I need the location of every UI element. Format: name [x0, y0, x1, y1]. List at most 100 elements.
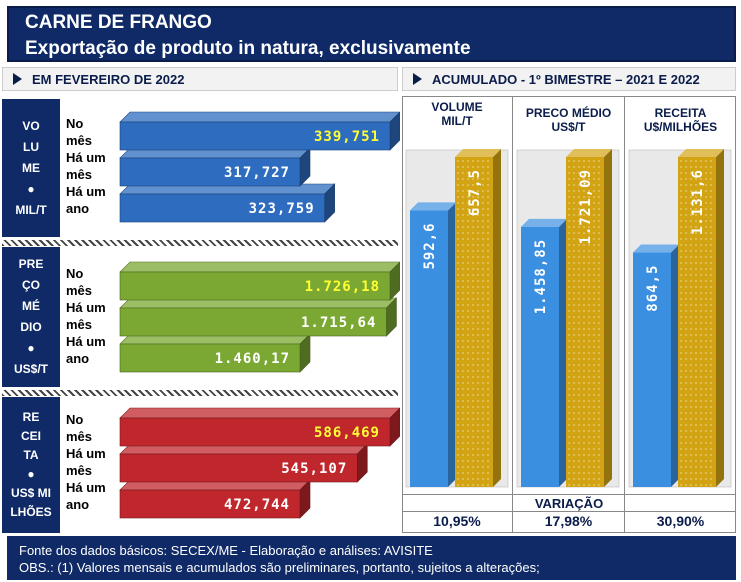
column-header-line: RECEITA	[654, 106, 707, 120]
metric-label-line: RE	[22, 410, 40, 424]
row-label: ano	[66, 201, 90, 216]
bar-side-face	[448, 202, 456, 487]
data-label: 323,759	[249, 201, 315, 217]
bar-top-face	[119, 407, 400, 419]
footer-obs: OBS.: (1) Valores mensais e acumulados s…	[19, 560, 540, 575]
data-label: 317,727	[224, 165, 290, 181]
bar	[410, 210, 448, 487]
metric-label-line: MÉ	[22, 299, 40, 313]
column-header-preco: PRECO MÉDIO US$/T	[513, 106, 624, 134]
bar-side-face	[493, 149, 501, 487]
bar	[119, 307, 387, 337]
divider	[2, 240, 398, 246]
variation-receita: 30,90%	[656, 513, 705, 529]
bar	[678, 157, 716, 487]
bullet-icon: ●	[27, 181, 35, 196]
column-header-volume: VOLUME MIL/T	[402, 100, 512, 128]
row-label: Há um	[66, 480, 106, 495]
row-label: Há um	[66, 184, 106, 199]
metric-label-line: US$/T	[13, 362, 48, 376]
data-label: 545,107	[281, 461, 347, 477]
metric-label-volume: VO LU ME ● MIL/T	[2, 99, 60, 237]
row-label: Há um	[66, 150, 106, 165]
metric-label-line: VO	[22, 118, 40, 133]
column-divider	[512, 96, 513, 533]
row-label: Há um	[66, 300, 106, 315]
arrow-right-icon	[413, 73, 422, 85]
data-label: 592,6	[422, 222, 438, 269]
metric-label-line: LU	[23, 139, 39, 154]
chart-preco: 1.460,17 1.715,64 1.726,18	[119, 261, 400, 373]
right-section-title: ACUMULADO - 1º BIMESTRE – 2021 E 2022	[432, 71, 700, 87]
row-label: Há um	[66, 334, 106, 349]
bar-top-face	[455, 149, 501, 157]
bar	[455, 157, 493, 487]
bar	[119, 271, 391, 301]
variation-preco: 17,98%	[544, 513, 593, 529]
bar-top-face	[119, 111, 400, 123]
page-title: CARNE DE FRANGO	[25, 12, 212, 33]
bullet-icon: ●	[27, 467, 35, 481]
row-label: No	[66, 266, 84, 281]
bar-side-face	[604, 149, 612, 487]
footer-notes: Fonte dos dados básicos: SECEX/ME - Elab…	[7, 536, 736, 580]
metric-label-line: ME	[22, 160, 40, 175]
accumulated-panel	[402, 96, 736, 533]
data-label: 657,5	[467, 169, 483, 216]
bar	[119, 157, 301, 187]
column-header-line: US$/T	[551, 120, 586, 134]
bar-top-face	[410, 202, 456, 211]
row-label: mês	[66, 463, 93, 478]
row-label: mês	[66, 167, 93, 182]
bar-side-face	[559, 218, 567, 487]
row-label: Há um	[66, 446, 106, 461]
data-label: 864,5	[645, 265, 661, 312]
metric-label-line: MIL/T	[15, 202, 47, 217]
row-label: mês	[66, 317, 93, 332]
row-label: mês	[66, 429, 93, 444]
data-label: 1.460,17	[215, 351, 290, 367]
metric-label-line: CEI	[20, 429, 41, 443]
data-label: 339,751	[314, 129, 380, 145]
variation-volume: 10,95%	[433, 513, 481, 529]
row-label: No	[66, 116, 84, 131]
data-label: 586,469	[314, 425, 380, 441]
chart-accumulated: 592,6 657,5 1.458,85 1.721,09 864,5 1.131,6	[405, 149, 732, 488]
bar-top-face	[678, 149, 724, 157]
row-label: mês	[66, 283, 93, 298]
column-header-line: PRECO MÉDIO	[525, 106, 612, 120]
metric-label-line: ÇO	[22, 278, 40, 292]
metric-label-preco: PRE ÇO MÉ DIO ● US$/T	[2, 247, 60, 387]
metric-label-line: LHÕES	[10, 505, 52, 519]
column-header-line: MIL/T	[441, 114, 473, 128]
bar-top-face	[633, 244, 679, 253]
page-subtitle: Exportação de produto in natura, exclusi…	[25, 38, 471, 59]
bar	[633, 252, 671, 487]
data-label: 1.131,6	[690, 169, 706, 235]
data-label: 472,744	[224, 497, 290, 513]
divider	[2, 390, 398, 396]
bar-top-face	[119, 261, 400, 273]
metric-label-line: TA	[23, 448, 39, 462]
row-label: ano	[66, 351, 90, 366]
column-header-line: U$/MILHÕES	[643, 120, 718, 134]
data-label: 1.715,64	[301, 315, 376, 331]
bar	[119, 343, 301, 373]
metric-label-line: DIO	[20, 320, 42, 334]
bar-top-face	[566, 149, 612, 157]
bar-side-face	[716, 149, 724, 487]
row-label: mês	[66, 133, 93, 148]
footer-source: Fonte dos dados básicos: SECEX/ME - Elab…	[19, 543, 433, 558]
row-labels-receita: No mês Há um mês Há um ano	[66, 411, 106, 513]
bar	[119, 121, 391, 151]
header-banner: CARNE DE FRANGO Exportação de produto in…	[7, 6, 736, 62]
column-header-line: VOLUME	[431, 100, 483, 114]
arrow-right-icon	[13, 73, 22, 85]
row-label: No	[66, 412, 84, 427]
bar-side-face	[671, 244, 679, 487]
row-labels-volume: No mês Há um mês Há um ano	[66, 115, 106, 217]
metric-label-line: PRE	[18, 257, 44, 271]
metric-label-receita: RE CEI TA ● US$ MI LHÕES	[2, 397, 60, 533]
row-label: ano	[66, 497, 90, 512]
left-section-bar: EM FEVEREIRO DE 2022	[2, 67, 398, 91]
